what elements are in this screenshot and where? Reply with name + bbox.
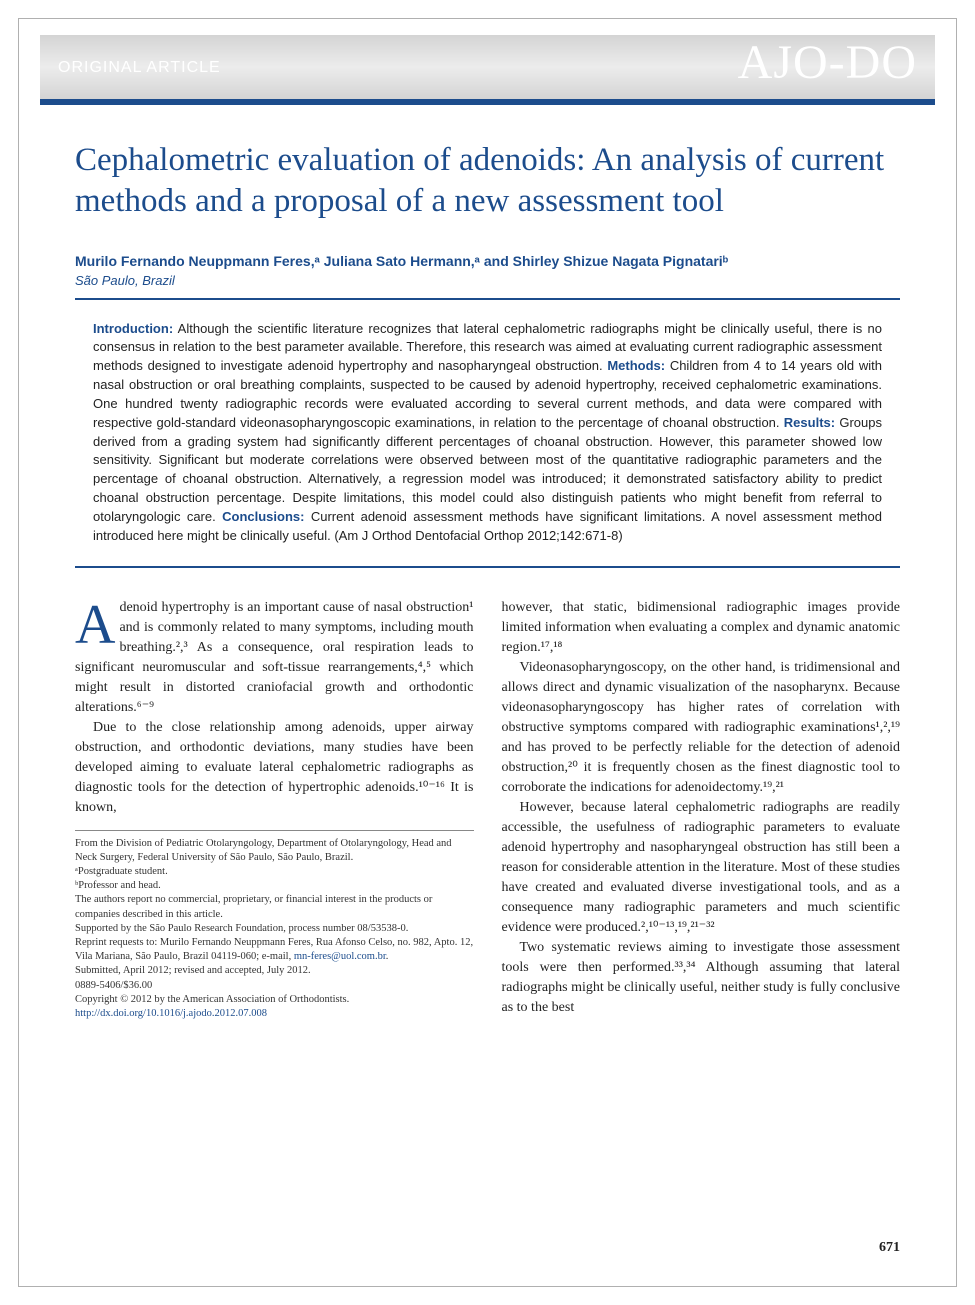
footnote-reprint: Reprint requests to: Murilo Fernando Neu… xyxy=(75,936,474,964)
divider-top xyxy=(75,298,900,300)
header-bar: ORIGINAL ARTICLE AJO-DO xyxy=(40,35,935,105)
footnote-copyright: Copyright © 2012 by the American Associa… xyxy=(75,993,474,1007)
footnote-doi-link[interactable]: http://dx.doi.org/10.1016/j.ajodo.2012.0… xyxy=(75,1008,267,1019)
footnote-author-a: ᵃPostgraduate student. xyxy=(75,865,474,879)
author-location: São Paulo, Brazil xyxy=(75,273,900,288)
abstract: Introduction: Although the scientific li… xyxy=(75,308,900,558)
footnote-email-link[interactable]: mn-feres@uol.com.br xyxy=(294,951,386,962)
body-r1: however, that static, bidimensional radi… xyxy=(502,598,901,658)
divider-bottom xyxy=(75,566,900,568)
abstract-results-text: Groups derived from a grading system had… xyxy=(93,415,882,524)
abstract-intro-label: Introduction: xyxy=(93,321,173,336)
section-label: ORIGINAL ARTICLE xyxy=(58,59,221,77)
page-number: 671 xyxy=(879,1238,900,1258)
footnote-reprint-text: Reprint requests to: Murilo Fernando Neu… xyxy=(75,937,473,962)
footnote-issn: 0889-5406/$36.00 xyxy=(75,979,474,993)
body-r4: Two systematic reviews aiming to investi… xyxy=(502,938,901,1018)
body-columns: Adenoid hypertrophy is an important caus… xyxy=(75,598,900,1021)
footnotes: From the Division of Pediatric Otolaryng… xyxy=(75,837,474,1021)
left-column: Adenoid hypertrophy is an important caus… xyxy=(75,598,474,1021)
article-title: Cephalometric evaluation of adenoids: An… xyxy=(75,140,900,223)
content-area: Cephalometric evaluation of adenoids: An… xyxy=(75,140,900,1270)
body-r3: However, because lateral cephalometric r… xyxy=(502,798,901,938)
body-p1-text: denoid hypertrophy is an important cause… xyxy=(75,600,474,715)
abstract-results-label: Results: xyxy=(784,415,835,430)
footnote-dates: Submitted, April 2012; revised and accep… xyxy=(75,964,474,978)
authors-line: Murilo Fernando Neuppmann Feres,ᵃ Julian… xyxy=(75,253,900,269)
journal-logo: AJO-DO xyxy=(738,35,917,90)
body-p2: Due to the close relationship among aden… xyxy=(75,718,474,818)
dropcap: A xyxy=(75,598,119,646)
body-r2: Videonasopharyngoscopy, on the other han… xyxy=(502,658,901,798)
footnotes-divider xyxy=(75,830,474,831)
footnote-funding: Supported by the São Paulo Research Foun… xyxy=(75,922,474,936)
footnote-coi: The authors report no commercial, propri… xyxy=(75,893,474,921)
footnote-reprint-end: . xyxy=(386,951,389,962)
body-p1: Adenoid hypertrophy is an important caus… xyxy=(75,598,474,718)
right-column: however, that static, bidimensional radi… xyxy=(502,598,901,1021)
footnote-author-b: ᵇProfessor and head. xyxy=(75,879,474,893)
abstract-methods-label: Methods: xyxy=(607,358,665,373)
abstract-conclusions-label: Conclusions: xyxy=(222,509,304,524)
footnote-affiliation: From the Division of Pediatric Otolaryng… xyxy=(75,837,474,865)
